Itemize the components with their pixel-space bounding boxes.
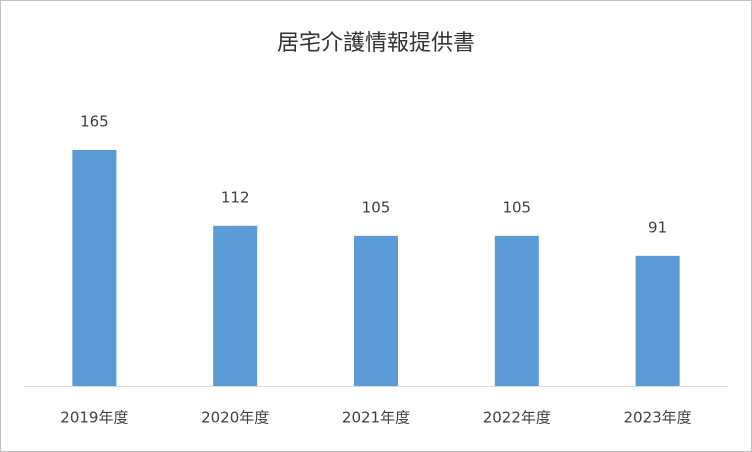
x-tick-label: 2020年度 <box>201 409 269 427</box>
bar <box>494 235 539 386</box>
x-tick-label: 2023年度 <box>624 409 692 427</box>
value-label: 105 <box>362 198 391 216</box>
x-tick-label: 2022年度 <box>483 409 551 427</box>
value-label: 91 <box>648 218 667 236</box>
x-tick-label: 2021年度 <box>342 409 410 427</box>
value-label: 105 <box>502 198 531 216</box>
bar <box>635 255 680 386</box>
bar <box>213 225 258 386</box>
bar <box>354 235 398 386</box>
value-label: 165 <box>80 113 109 131</box>
bar <box>72 150 117 386</box>
value-label: 112 <box>221 188 250 206</box>
x-tick-label: 2019年度 <box>60 409 128 427</box>
chart-title: 居宅介護情報提供書 <box>277 31 475 56</box>
